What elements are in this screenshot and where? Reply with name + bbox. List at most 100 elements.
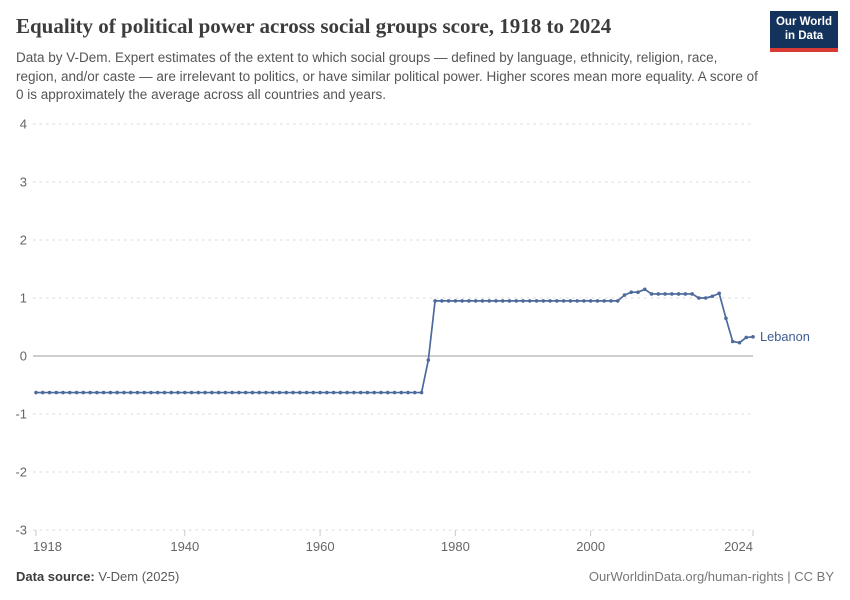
data-point-marker	[419, 390, 424, 395]
data-point-marker	[615, 299, 620, 303]
owid-logo-line1: Our World	[775, 16, 832, 28]
data-point-marker	[751, 335, 755, 339]
x-tick-label: 2000	[576, 539, 605, 554]
data-point-marker	[460, 299, 464, 303]
data-point-marker	[555, 299, 559, 303]
data-point-marker	[446, 299, 451, 303]
data-source-label: Data source:	[16, 569, 95, 584]
credit-link[interactable]: OurWorldinData.org/human-rights | CC BY	[588, 569, 834, 584]
data-point-marker	[507, 299, 512, 303]
data-point-marker	[656, 292, 661, 296]
data-point-marker	[649, 292, 654, 296]
data-point-marker	[196, 390, 201, 395]
x-tick-label: 1960	[306, 539, 335, 554]
data-point-marker	[582, 299, 586, 303]
data-point-marker	[176, 390, 180, 395]
data-point-marker	[399, 390, 404, 395]
data-point-marker	[737, 340, 742, 345]
data-point-marker	[54, 390, 59, 395]
data-point-marker	[636, 290, 640, 295]
data-point-marker	[210, 390, 214, 395]
data-point-marker	[68, 390, 72, 395]
data-point-marker	[724, 316, 728, 321]
data-point-marker	[34, 390, 38, 395]
data-point-marker	[243, 390, 248, 395]
data-point-marker	[575, 299, 579, 303]
data-point-marker	[433, 299, 437, 303]
data-point-marker	[494, 299, 498, 303]
data-point-marker	[81, 390, 86, 395]
data-point-marker	[703, 296, 708, 300]
data-point-marker	[183, 390, 187, 395]
data-point-marker	[473, 299, 478, 303]
data-point-marker	[467, 299, 471, 303]
x-axis-layer: 1918 1940 1960 1980 2000 2024	[33, 530, 754, 554]
data-point-marker	[595, 299, 600, 303]
data-point-marker	[250, 390, 255, 395]
data-point-marker	[264, 390, 268, 395]
data-point-marker	[61, 390, 65, 395]
y-tick-label: -2	[15, 465, 27, 480]
data-point-marker	[697, 296, 701, 300]
data-point-marker	[352, 390, 356, 395]
data-point-marker	[74, 390, 79, 395]
data-point-marker	[676, 292, 681, 296]
data-point-marker	[683, 292, 688, 296]
data-point-marker	[690, 292, 694, 296]
data-point-marker	[412, 390, 417, 395]
data-point-marker	[338, 390, 343, 395]
y-tick-label: 4	[20, 117, 27, 132]
owid-logo: Our World in Data	[770, 11, 838, 52]
y-tick-label: 2	[20, 233, 27, 248]
series-layer	[34, 287, 755, 395]
data-point-marker	[155, 390, 160, 395]
data-point-marker	[406, 390, 410, 395]
data-point-marker	[744, 335, 749, 340]
data-source-note: Data source: V-Dem (2025)	[16, 569, 179, 584]
data-point-marker	[372, 390, 377, 395]
data-point-marker	[541, 299, 546, 303]
data-point-marker	[392, 390, 397, 395]
data-point-marker	[298, 390, 302, 395]
x-tick-label: 1918	[33, 539, 62, 554]
data-point-marker	[588, 299, 593, 303]
data-point-marker	[426, 358, 431, 362]
data-source-value: V-Dem (2025)	[94, 569, 180, 584]
y-tick-label: -3	[15, 523, 27, 538]
series-line	[35, 288, 754, 394]
data-point-marker	[318, 390, 322, 395]
data-point-marker	[534, 299, 539, 303]
data-point-marker	[527, 299, 532, 303]
data-point-marker	[379, 390, 383, 395]
data-point-marker	[162, 390, 167, 395]
data-point-marker	[277, 390, 282, 395]
data-point-marker	[311, 390, 316, 395]
y-tick-label: 0	[20, 349, 27, 364]
data-point-marker	[47, 390, 52, 395]
data-point-marker	[440, 299, 444, 303]
x-tick-label: 1980	[441, 539, 470, 554]
data-point-marker	[568, 299, 573, 303]
data-point-marker	[257, 390, 262, 395]
data-point-marker	[270, 390, 275, 395]
data-point-marker	[521, 299, 525, 303]
data-point-marker	[670, 292, 674, 296]
data-point-marker	[142, 390, 147, 395]
y-tick-label: -1	[15, 407, 27, 422]
data-point-marker	[203, 390, 207, 395]
data-point-marker	[500, 299, 505, 303]
data-point-marker	[216, 390, 221, 395]
data-point-marker	[237, 390, 241, 395]
data-point-marker	[548, 299, 552, 303]
data-point-marker	[345, 390, 349, 395]
x-tick-label: 2024	[724, 539, 753, 554]
data-point-marker	[304, 390, 309, 395]
data-point-marker	[487, 299, 491, 303]
data-point-marker	[629, 290, 634, 295]
data-point-marker	[480, 299, 485, 303]
gridlines-layer: 4 3 2 1 0 -1 -2 -3	[15, 117, 753, 538]
data-point-marker	[169, 390, 174, 395]
chart-subtitle: Data by V-Dem. Expert estimates of the e…	[16, 50, 758, 102]
